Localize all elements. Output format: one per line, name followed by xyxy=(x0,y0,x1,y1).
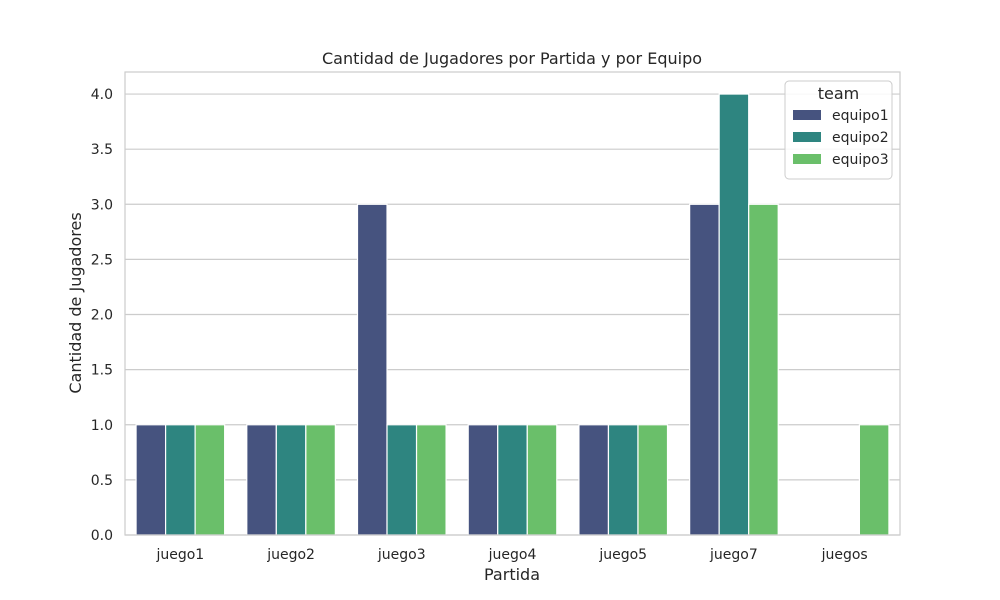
legend-label-equipo2: equipo2 xyxy=(832,130,889,146)
legend-title: team xyxy=(818,84,860,103)
bar-equipo2-juego7 xyxy=(718,93,750,536)
x-tick-label: juegos xyxy=(821,547,868,563)
bar-equipo2-juego2 xyxy=(275,424,307,536)
chart-title: Cantidad de Jugadores por Partida y por … xyxy=(322,49,702,68)
legend-label-equipo1: equipo1 xyxy=(832,108,889,124)
x-tick-label: juego3 xyxy=(377,547,426,563)
legend: team equipo1 equipo2 equipo3 xyxy=(784,80,893,180)
x-tick-label: juego5 xyxy=(598,547,647,563)
y-tick-label: 1.0 xyxy=(91,418,113,434)
x-tick-label: juego4 xyxy=(488,547,537,563)
bar-equipo1-juego2 xyxy=(246,424,277,536)
y-tick-label: 4.0 xyxy=(91,87,113,103)
x-tick-label: juego1 xyxy=(155,547,204,563)
bar-equipo3-juego3 xyxy=(415,424,447,536)
x-tick-label: juego7 xyxy=(709,547,758,563)
y-tick-label: 1.5 xyxy=(91,363,113,379)
y-tick-label: 3.5 xyxy=(91,142,113,158)
x-tick-label: juego2 xyxy=(266,547,315,563)
bar-equipo3-juego1 xyxy=(194,424,226,536)
bar-equipo1-juego3 xyxy=(356,203,388,536)
y-tick-label: 3.0 xyxy=(91,197,113,213)
y-tick-label: 2.5 xyxy=(91,252,113,268)
bar-equipo1-juego7 xyxy=(689,203,720,536)
x-axis-label: Partida xyxy=(484,565,540,584)
y-tick-label: 2.0 xyxy=(91,308,113,324)
bar-equipo2-juego1 xyxy=(164,424,196,536)
bar-equipo1-juego1 xyxy=(135,424,167,536)
y-tick-label: 0.5 xyxy=(91,473,113,489)
bar-equipo2-juego5 xyxy=(607,424,639,536)
y-ticks: 0.0 0.5 1.0 1.5 2.0 2.5 3.0 3.5 4.0 xyxy=(91,87,113,544)
x-ticks: juego1 juego2 juego3 juego4 juego5 juego7 jueg… xyxy=(155,547,867,563)
bar-equipo1-juego5 xyxy=(578,424,610,536)
bar-equipo3-juego4 xyxy=(526,424,558,536)
bar-equipo2-juego4 xyxy=(497,424,528,536)
legend-swatch-equipo2 xyxy=(793,132,821,142)
bar-equipo3-juego5 xyxy=(637,424,669,536)
legend-label-equipo3: equipo3 xyxy=(832,152,889,168)
bar-equipo3-juego7 xyxy=(748,203,779,536)
bar-equipo1-juego4 xyxy=(467,424,499,536)
bar-equipo2-juego3 xyxy=(386,424,418,536)
bar-equipo3-juegos xyxy=(858,424,890,536)
y-tick-label: 0.0 xyxy=(91,528,113,544)
bar-equipo3-juego2 xyxy=(305,424,336,536)
plot-frame xyxy=(124,71,901,536)
bars xyxy=(135,93,890,536)
legend-swatch-equipo3 xyxy=(793,154,821,164)
y-axis-label: Cantidad de Jugadores xyxy=(66,212,85,393)
legend-swatch-equipo1 xyxy=(793,110,821,120)
